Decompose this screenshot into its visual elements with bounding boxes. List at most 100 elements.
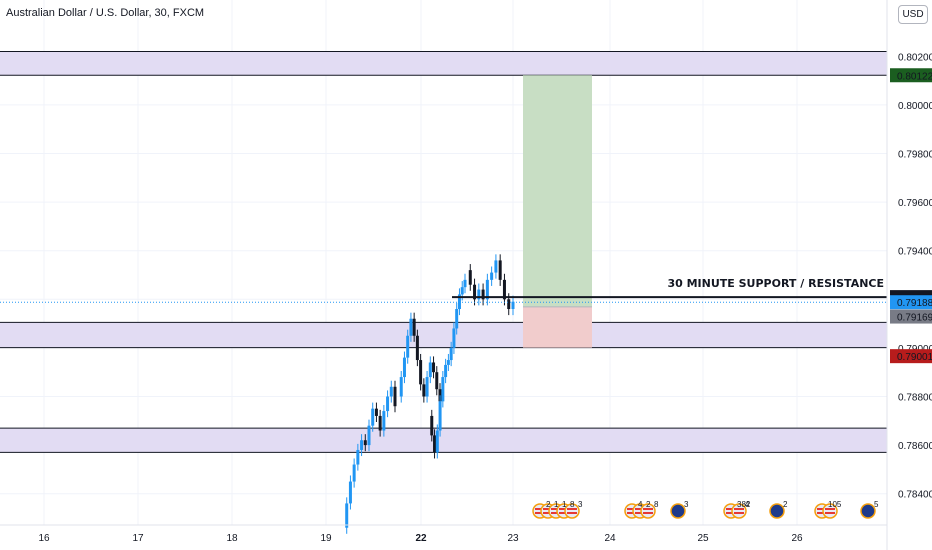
candle-body [498, 260, 502, 280]
candle-body [382, 411, 386, 431]
flag-stripe [734, 508, 744, 510]
candle-body [463, 279, 467, 288]
australia-flag-icon[interactable] [769, 503, 785, 519]
candle-body [406, 335, 410, 358]
event-count-label: 8 [654, 500, 659, 509]
stop-loss-box[interactable] [523, 306, 592, 348]
candle-body [345, 503, 349, 528]
us-flag-icon[interactable] [822, 503, 838, 519]
flag-stripe [817, 508, 827, 510]
candle-body [402, 357, 406, 378]
event-count-label: 4 [638, 500, 643, 509]
y-tick-label: 0.78600 [898, 441, 932, 452]
candle-body [494, 260, 498, 273]
candle-body [485, 279, 489, 300]
flag-stripe [734, 512, 744, 514]
x-tick-label: 25 [697, 533, 709, 544]
zone-rect [0, 322, 887, 348]
flag-stripe [551, 512, 561, 514]
candle-body [393, 386, 397, 407]
candle-body [433, 435, 437, 453]
event-count-label: 4 [745, 500, 750, 509]
y-tick-label: 0.80000 [898, 101, 932, 112]
candle-body [363, 440, 367, 446]
position-box[interactable] [523, 75, 592, 348]
candle-body [481, 289, 485, 300]
candle-body [371, 408, 375, 426]
candle-body [444, 364, 448, 378]
y-tick-label: 0.80200 [898, 52, 932, 63]
candle-body [511, 301, 515, 310]
candle-body [432, 362, 436, 373]
australia-flag-icon[interactable] [860, 503, 876, 519]
candle-body [367, 425, 371, 446]
y-tick-label: 0.78800 [898, 393, 932, 404]
flag-stripe [627, 512, 637, 514]
event-count-label: 2 [783, 500, 788, 509]
flag-stripe [567, 512, 577, 514]
candle-body [435, 372, 439, 390]
candle-body [356, 449, 360, 465]
profit-target-box[interactable] [523, 75, 592, 307]
candle-body [428, 362, 432, 378]
flag-stripe [535, 508, 545, 510]
candle-body [446, 360, 450, 365]
resistance-layer[interactable] [0, 296, 887, 303]
flag-stripe [559, 508, 569, 510]
flag-stripe [543, 512, 553, 514]
x-tick-label: 23 [507, 533, 519, 544]
us-flag-icon[interactable] [640, 503, 656, 519]
candle-body [425, 377, 429, 397]
candle-body [452, 328, 456, 348]
flag-stripe [567, 508, 577, 510]
flag-stripe [643, 512, 653, 514]
australia-flag-icon[interactable] [670, 503, 686, 519]
flag-stripe [535, 512, 545, 514]
candle-body [449, 347, 453, 361]
flag-stripe [635, 512, 645, 514]
candle-body [419, 360, 423, 385]
support-resistance-annotation[interactable]: 30 MINUTE SUPPORT / RESISTANCE [667, 277, 884, 290]
us-flag-icon[interactable] [564, 503, 580, 519]
stop-price-label-bg [890, 349, 932, 364]
flag-stripe [635, 508, 645, 510]
y-tick-label: 0.79400 [898, 247, 932, 258]
candle-body [468, 270, 472, 285]
event-count-label: 105 [828, 500, 842, 509]
flag-stripe [643, 508, 653, 510]
candle-body [348, 481, 352, 504]
event-count-label: 2 [646, 500, 651, 509]
candle-body [438, 389, 442, 402]
candle-body [415, 335, 419, 361]
x-tick-label: 26 [791, 533, 803, 544]
event-count-label: 5 [874, 500, 879, 509]
flag-stripe [825, 512, 835, 514]
x-tick-label: 17 [132, 533, 144, 544]
candle-body [435, 430, 439, 453]
candle-body [360, 440, 364, 450]
candle-body [502, 279, 506, 300]
candle-body [386, 396, 390, 412]
candle-body [412, 318, 416, 336]
event-count-label: 3 [684, 500, 689, 509]
candle-body [460, 287, 464, 295]
candle-body [399, 377, 403, 397]
candle-body [507, 299, 511, 310]
us-flag-icon[interactable] [731, 503, 747, 519]
candle-body [374, 408, 378, 416]
candle-body [438, 401, 442, 431]
zones [0, 50, 887, 453]
flag-stripe [817, 512, 827, 514]
flag-stripe [543, 508, 553, 510]
candle-body [490, 272, 494, 280]
x-tick-label: 24 [604, 533, 616, 544]
event-count-label: 1 [562, 500, 567, 509]
event-count-label: 2 [546, 500, 551, 509]
zone-rect [0, 428, 887, 453]
currency-button[interactable]: USD [898, 5, 928, 24]
flag-stripe [627, 508, 637, 510]
event-count-label: 8 [570, 500, 575, 509]
